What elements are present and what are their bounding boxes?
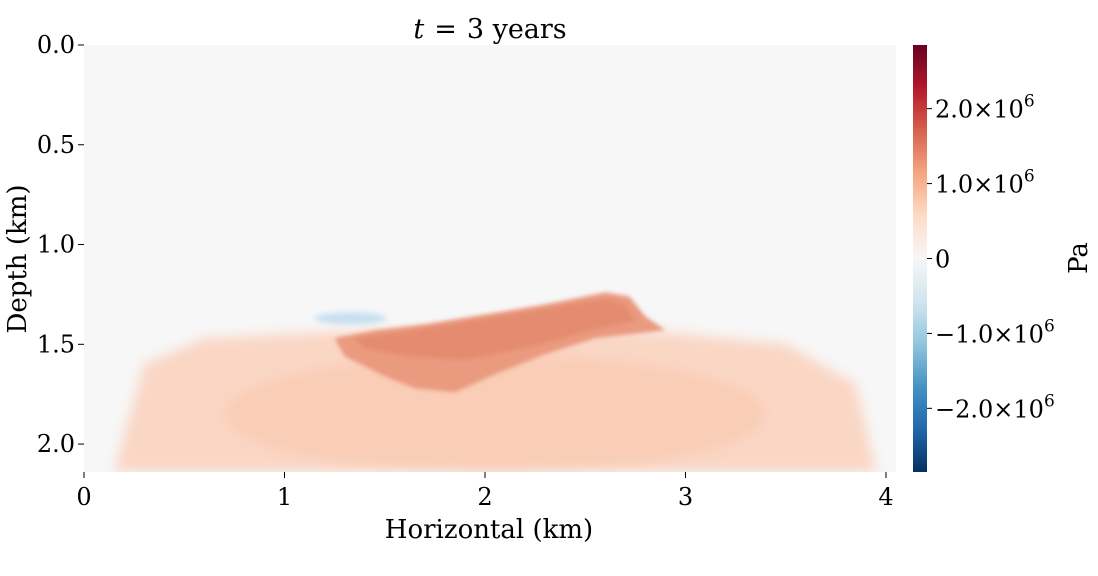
colorbar-tick-mantissa: 2.0 xyxy=(935,96,973,124)
colorbar-tick-label: 2.0×106 xyxy=(935,92,1035,124)
x-tick-label: 0 xyxy=(76,483,91,511)
colorbar-tick-exponent: 6 xyxy=(1024,167,1035,187)
title-value: 3 years xyxy=(467,14,567,45)
x-tick-label: 4 xyxy=(878,483,893,511)
colorbar-tick-exponent: 6 xyxy=(1044,316,1055,336)
colorbar-tick-label: 0 xyxy=(935,246,950,274)
title-equals: = xyxy=(434,14,457,45)
y-tick-label: 0.0 xyxy=(37,31,75,59)
x-tick-label: 3 xyxy=(678,483,693,511)
colorbar-tick-times: × xyxy=(993,395,1013,423)
x-tick-label: 2 xyxy=(477,483,492,511)
heatmap-field xyxy=(84,45,896,472)
anomaly-core xyxy=(354,298,636,361)
colorbar-label: Pa xyxy=(1064,242,1094,274)
x-tick-label: 1 xyxy=(277,483,292,511)
colorbar-tick-base: 10 xyxy=(1013,395,1044,423)
colorbar-tick-times: × xyxy=(973,171,993,199)
y-tick-label: 0.5 xyxy=(37,131,75,159)
chart-title: t = 3 years xyxy=(413,14,566,45)
y-axis-ticks: 0.0 0.5 1.0 1.5 2.0 xyxy=(37,31,84,458)
y-tick-label: 1.0 xyxy=(37,231,75,259)
colorbar-tick-mantissa: 0 xyxy=(935,246,950,274)
colorbar-tick-exponent: 6 xyxy=(1044,391,1055,411)
colorbar-tick-times: × xyxy=(973,96,993,124)
y-axis-label: Depth (km) xyxy=(3,184,33,333)
colorbar-tick-mantissa: −1.0 xyxy=(935,320,993,348)
colorbar-tick-times: × xyxy=(993,320,1013,348)
main-anomaly-region xyxy=(334,292,666,393)
title-variable: t xyxy=(413,14,424,45)
colorbar-tick-base: 10 xyxy=(1013,320,1044,348)
colorbar-tick-base: 10 xyxy=(993,171,1024,199)
negative-lens-shape xyxy=(314,312,387,325)
colorbar-tick-mantissa: −2.0 xyxy=(935,395,993,423)
y-tick-label: 1.5 xyxy=(37,330,75,358)
lower-plume-region xyxy=(114,330,877,472)
negative-lens-region xyxy=(314,312,387,325)
colorbar-tick-exponent: 6 xyxy=(1024,92,1035,112)
colorbar-tick-label: −1.0×106 xyxy=(935,316,1055,348)
colorbar-tick-label: 1.0×106 xyxy=(935,167,1035,199)
x-axis-ticks: 0 1 2 3 4 xyxy=(76,472,894,511)
plume-core xyxy=(224,355,766,472)
y-tick-label: 2.0 xyxy=(37,430,75,458)
colorbar-tick-mantissa: 1.0 xyxy=(935,171,973,199)
x-axis-label: Horizontal (km) xyxy=(385,515,593,545)
colorbar-tick-base: 10 xyxy=(993,96,1024,124)
colorbar xyxy=(913,45,927,472)
colorbar-tick-label: −2.0×106 xyxy=(935,391,1055,423)
